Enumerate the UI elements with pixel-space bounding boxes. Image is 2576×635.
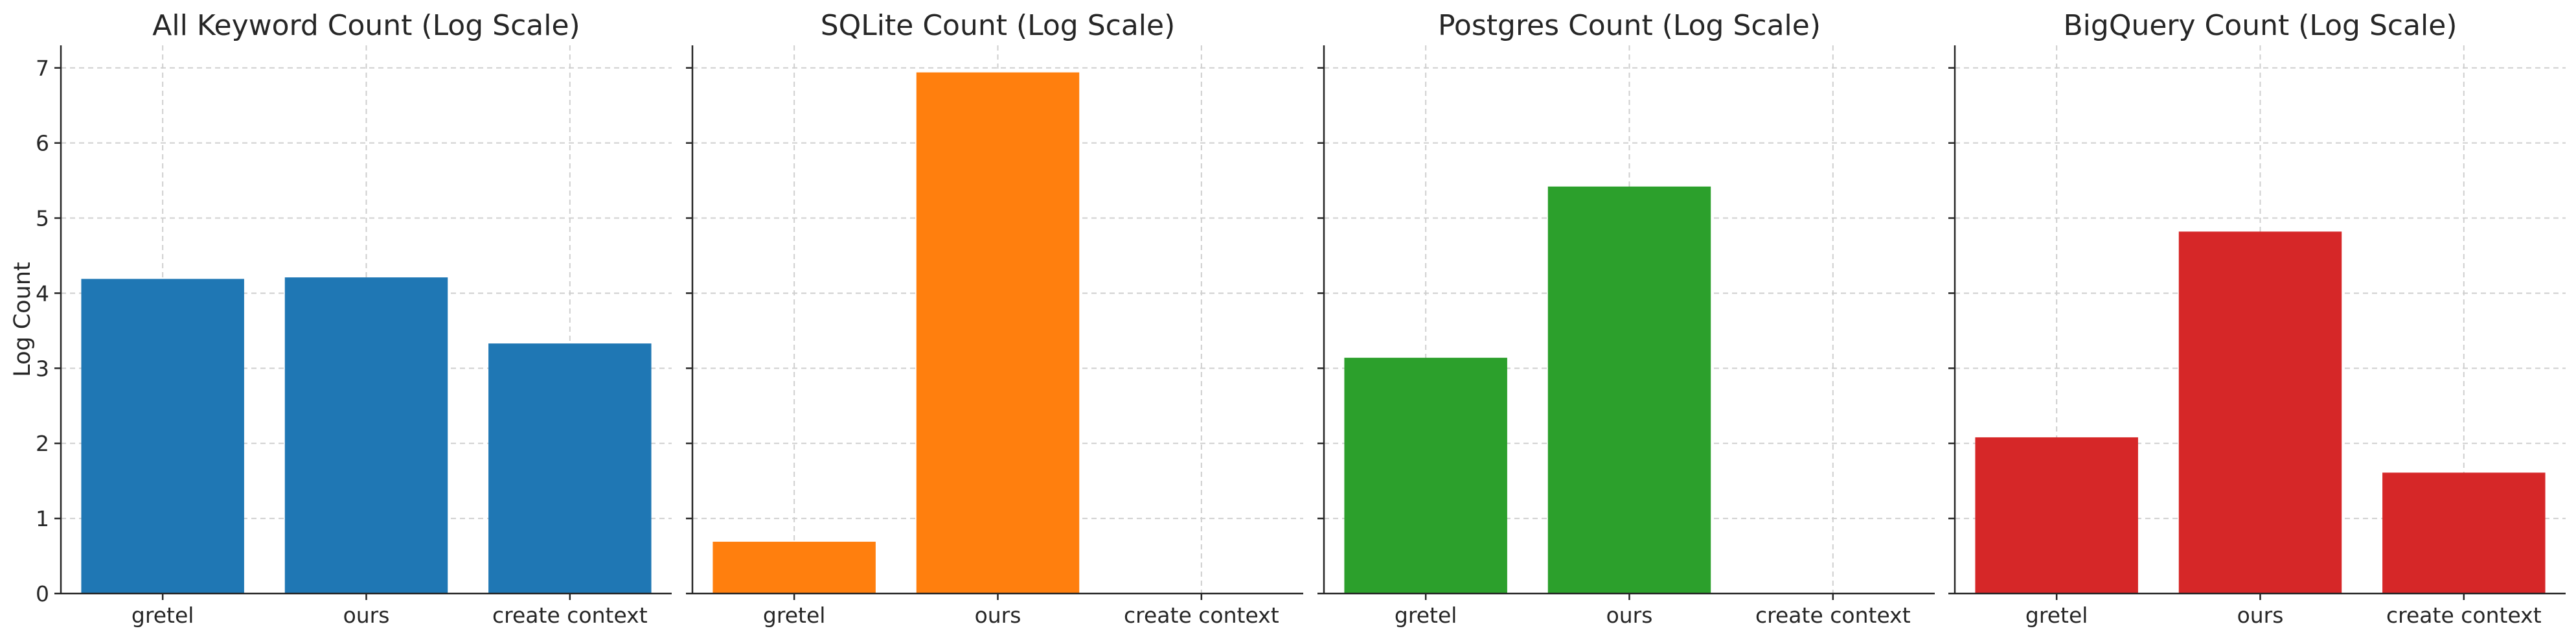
chart-title: SQLite Count (Log Scale): [821, 9, 1176, 42]
y-tick-label: 5: [36, 206, 49, 231]
x-tick-label: gretel: [131, 603, 194, 628]
chart-panel-4: gretel ours create context BigQuery Count (…: [1948, 9, 2566, 628]
y-axis-label: Log Count: [10, 262, 36, 377]
bar-ours: [916, 72, 1080, 594]
bar-gretel: [81, 279, 244, 594]
x-tick-label: ours: [2237, 603, 2284, 628]
y-tick-label: 6: [36, 131, 49, 156]
x-tick-label: ours: [343, 603, 390, 628]
x-tick-label: create context: [492, 603, 648, 628]
x-tick-label: create context: [1124, 603, 1279, 628]
chart-panel-1: 0 1 2 3 4 5 6 7 gretel ours create context All Keyw…: [10, 9, 672, 628]
chart-title: BigQuery Count (Log Scale): [2064, 9, 2457, 42]
x-tick-label: create context: [1755, 603, 1911, 628]
bar-ours: [284, 277, 448, 594]
bar-gretel: [712, 542, 876, 594]
x-tick-label: gretel: [763, 603, 826, 628]
bar-gretel: [1975, 437, 2138, 594]
chart-panel-3: gretel ours create context Postgres Count (…: [1317, 9, 1935, 628]
y-tick-label: 1: [36, 506, 49, 531]
y-tick-label: 2: [36, 431, 49, 456]
x-tick-label: gretel: [1395, 603, 1457, 628]
x-tick-label: gretel: [2025, 603, 2088, 628]
chart-title: All Keyword Count (Log Scale): [152, 9, 580, 42]
chart-panel-2: gretel ours create context SQLite Count (Lo…: [686, 9, 1303, 628]
bar-create-context: [2382, 472, 2546, 594]
y-tick-label: 3: [36, 356, 49, 381]
y-tick-label: 0: [36, 581, 49, 606]
bar-ours: [1547, 186, 1711, 594]
x-tick-label: create context: [2386, 603, 2542, 628]
x-tick-label: ours: [975, 603, 1021, 628]
y-tick-label: 7: [36, 56, 49, 81]
bar-create-context: [488, 343, 652, 594]
bar-ours: [2178, 231, 2342, 594]
y-tick-label: 4: [36, 281, 49, 306]
chart-title: Postgres Count (Log Scale): [1438, 9, 1821, 42]
bar-gretel: [1344, 358, 1507, 594]
x-tick-label: ours: [1606, 603, 1653, 628]
